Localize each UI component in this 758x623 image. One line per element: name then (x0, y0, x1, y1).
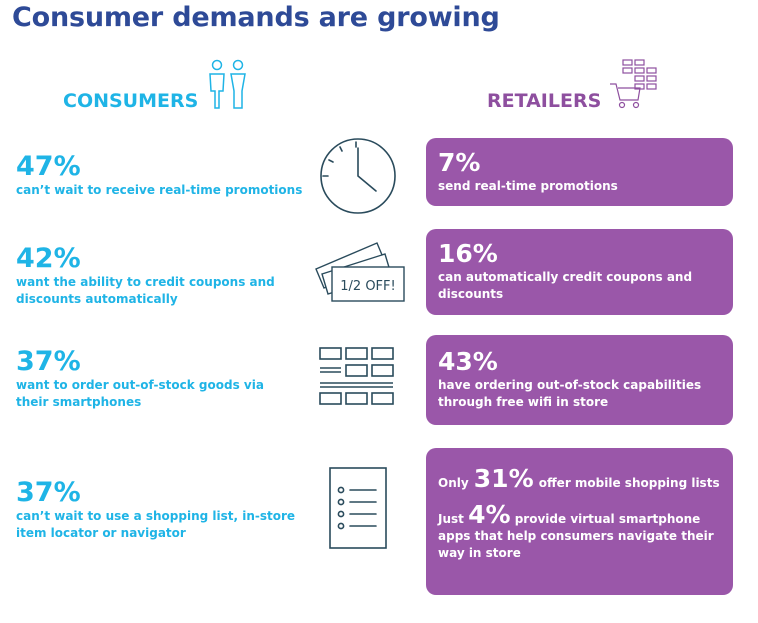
retailer-stat-pct: 16% (438, 239, 498, 268)
retailer-pct: 4% (468, 500, 511, 529)
shopping-cart-icon (610, 59, 657, 109)
consumer-stat-desc: want the ability to credit coupons and d… (16, 275, 275, 306)
retailer-line-1: Only 31% offer mobile shopping lists (438, 464, 721, 493)
retailer-stat-2: 16% can automatically credit coupons and… (426, 229, 733, 315)
shelves-icon (319, 347, 394, 405)
retailer-stat-pct: 43% (438, 347, 498, 376)
consumer-stat-pct: 37% (16, 346, 81, 377)
retailer-stat-1: 7% send real-time promotions (426, 138, 733, 206)
people-icon (209, 59, 246, 109)
retailer-stat-desc: send real-time promotions (438, 179, 618, 193)
page-title: Consumer demands are growing (12, 2, 500, 33)
consumer-stat-desc: can’t wait to use a shopping list, in-st… (16, 509, 296, 540)
clock-icon (320, 138, 396, 214)
consumer-stat-desc: want to order out-of-stock goods via the… (16, 378, 264, 409)
retailer-line-2: Just 4% provide virtual smartphone apps … (438, 502, 721, 562)
consumer-stat-2: 42% want the ability to credit coupons a… (16, 244, 291, 308)
consumer-stat-desc: can’t wait to receive real-time promotio… (16, 183, 303, 197)
retailer-prefix: Just (438, 512, 464, 526)
retailer-pct: 31% (473, 464, 534, 493)
retailer-prefix: Only (438, 476, 469, 490)
coupon-text: 1/2 OFF! (340, 279, 395, 294)
retailer-stat-desc: can automatically credit coupons and dis… (438, 270, 693, 301)
consumer-stat-pct: 42% (16, 243, 81, 274)
coupon-icon: 1/2 OFF! (315, 242, 405, 302)
retailer-stat-3: 43% have ordering out-of-stock capabilit… (426, 335, 733, 425)
consumers-heading: CONSUMERS (63, 90, 199, 112)
retailers-heading: RETAILERS (487, 90, 602, 112)
consumer-stat-1: 47% can’t wait to receive real-time prom… (16, 152, 316, 199)
retailer-stat-4: Only 31% offer mobile shopping lists Jus… (426, 448, 733, 595)
consumer-stat-pct: 47% (16, 151, 81, 182)
retailer-stat-pct: 7% (438, 148, 481, 177)
consumer-stat-pct: 37% (16, 477, 81, 508)
list-icon (329, 467, 387, 549)
consumer-stat-4: 37% can’t wait to use a shopping list, i… (16, 478, 296, 542)
retailer-stat-desc: have ordering out-of-stock capabilities … (438, 378, 702, 409)
consumer-stat-3: 37% want to order out-of-stock goods via… (16, 347, 266, 411)
retailer-suffix: offer mobile shopping lists (538, 476, 720, 490)
retailer-suffix: provide virtual smartphone apps that hel… (438, 512, 714, 560)
